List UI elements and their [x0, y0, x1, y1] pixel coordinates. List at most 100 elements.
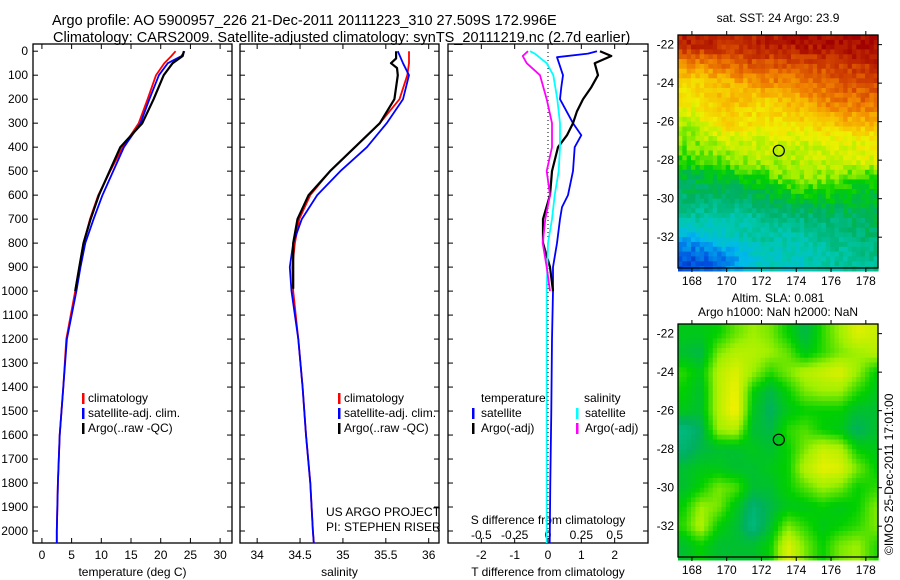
map-cell	[765, 261, 770, 267]
map-cell	[873, 102, 879, 108]
map-cell	[682, 425, 688, 431]
map-cell	[743, 324, 749, 330]
map-cell	[743, 88, 749, 94]
map-cell	[699, 44, 705, 50]
map-cell	[873, 439, 879, 445]
map-cell	[760, 410, 766, 417]
map-cell	[717, 492, 722, 498]
map-cell	[808, 545, 814, 551]
map-cell	[743, 35, 749, 41]
map-cell	[856, 155, 862, 161]
map-cell	[704, 251, 709, 257]
map-cell	[756, 526, 762, 532]
map-cell	[721, 112, 727, 118]
map-cell	[738, 251, 744, 257]
map-cell	[843, 338, 849, 344]
map-cell	[825, 516, 831, 522]
map-cell	[847, 333, 853, 339]
map-cell	[808, 367, 814, 373]
map-cell	[734, 261, 740, 267]
map-cell	[782, 150, 788, 156]
map-cell	[873, 367, 879, 373]
lon-tick-label: 170	[717, 563, 737, 577]
map-cell	[856, 352, 862, 359]
map-cell	[738, 78, 744, 84]
map-cell	[678, 482, 683, 489]
map-cell	[786, 145, 792, 152]
map-cell	[760, 502, 766, 508]
map-cell	[691, 237, 696, 243]
map-cell	[682, 372, 688, 378]
map-cell	[712, 521, 718, 527]
map-cell	[773, 449, 779, 455]
map-cell	[791, 208, 796, 214]
map-cell	[743, 439, 749, 445]
map-cell	[865, 68, 870, 75]
map-cell	[704, 242, 709, 248]
map-cell	[725, 362, 731, 368]
map-cell	[695, 521, 701, 527]
map-cell	[708, 454, 714, 460]
map-cell	[738, 405, 744, 412]
map-cell	[743, 410, 749, 417]
map-cell	[691, 357, 696, 364]
map-cell	[869, 439, 875, 445]
map-cell	[747, 155, 753, 161]
map-cell	[756, 112, 762, 118]
map-cell	[869, 246, 875, 253]
map-cell	[843, 516, 849, 522]
map-cell	[695, 217, 701, 224]
map-cell	[851, 333, 857, 339]
map-cell	[721, 338, 727, 344]
map-cell	[825, 531, 831, 537]
map-cell	[730, 59, 736, 65]
map-cell	[821, 116, 827, 123]
map-cell	[695, 328, 701, 335]
map-cell	[838, 189, 844, 195]
map-cell	[808, 425, 814, 431]
map-cell	[756, 44, 762, 50]
map-cell	[834, 482, 840, 489]
map-cell	[712, 165, 718, 171]
map-cell	[773, 242, 779, 248]
map-cell	[708, 372, 714, 378]
y-tick-label: 100	[8, 68, 28, 82]
map-cell	[773, 328, 779, 335]
map-cell	[712, 266, 718, 272]
map-cell	[825, 449, 831, 455]
map-cell	[812, 473, 818, 479]
map-cell	[869, 217, 875, 224]
map-cell	[830, 372, 836, 378]
map-cell	[743, 352, 749, 359]
map-cell	[769, 49, 775, 55]
map-cell	[682, 550, 688, 556]
map-cell	[843, 328, 849, 335]
map-cell	[773, 131, 779, 137]
map-cell	[808, 121, 814, 128]
map-cell	[817, 434, 822, 441]
y-tick-label: 1300	[1, 356, 28, 370]
map-cell	[743, 169, 749, 176]
map-cell	[860, 555, 866, 561]
lat-tick-label: -22	[657, 38, 675, 52]
map-cell	[799, 338, 805, 344]
map-cell	[812, 63, 818, 70]
map-cell	[682, 155, 688, 161]
map-cell	[738, 516, 744, 522]
map-cell	[678, 237, 683, 243]
map-cell	[760, 545, 766, 551]
map-cell	[769, 401, 775, 407]
map-cell	[717, 92, 722, 99]
map-cell	[791, 555, 796, 561]
map-cell	[830, 511, 836, 518]
map-cell	[873, 405, 879, 412]
map-cell	[695, 49, 701, 55]
map-cell	[738, 112, 744, 118]
map-cell	[747, 73, 753, 79]
map-cell	[734, 145, 740, 152]
map-cell	[856, 116, 862, 123]
map-cell	[704, 415, 709, 421]
map-cell	[773, 136, 779, 142]
map-cell	[712, 381, 718, 388]
map-cell	[804, 555, 809, 561]
